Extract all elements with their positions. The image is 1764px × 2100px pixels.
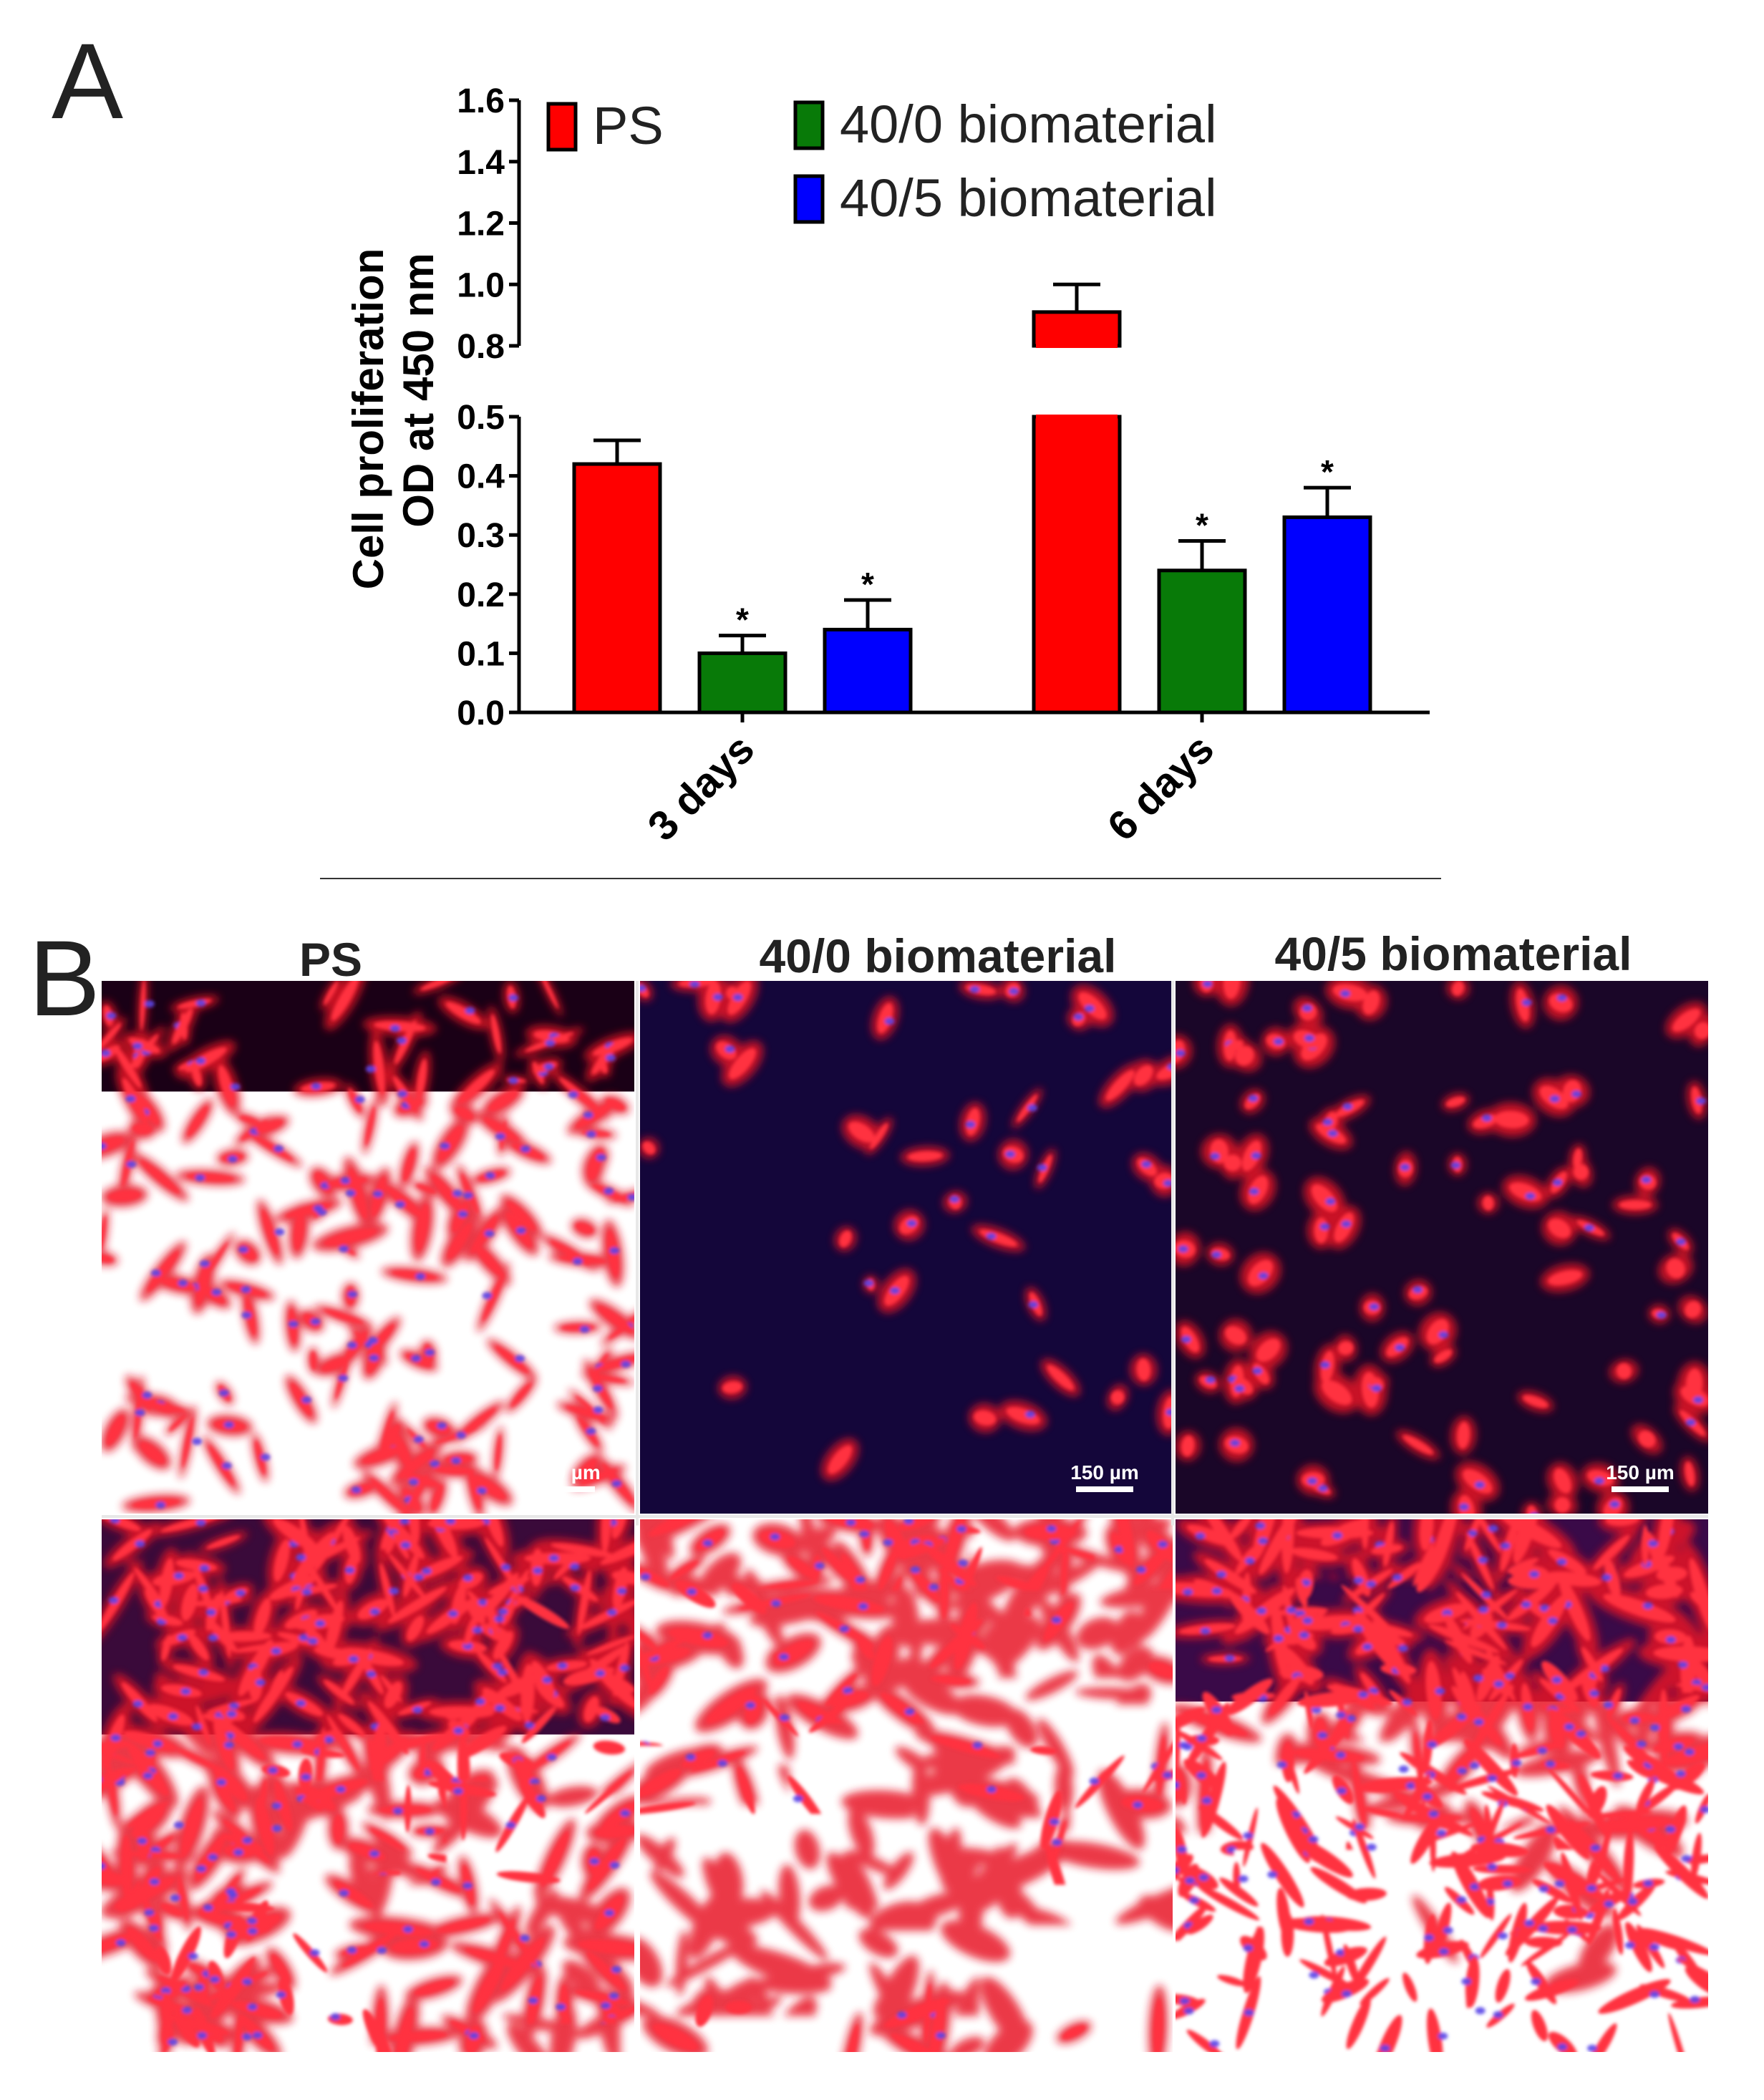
row-header-6-days: 6 days xyxy=(38,1641,102,1810)
row-header-3-days: 3 days xyxy=(38,1197,102,1366)
significance-star: * xyxy=(1196,506,1208,543)
y-tick-label: 1.4 xyxy=(457,144,505,182)
y-axis-label-line2: OD at 450 nm xyxy=(394,253,442,527)
scale-bar-label: 150 µm xyxy=(532,1461,601,1484)
y-tick-label: 0.0 xyxy=(457,695,505,732)
scale-bar-label: 150 µm xyxy=(532,2000,601,2022)
micrograph-1-1: 150 µm xyxy=(608,1481,1217,2092)
legend-label-1: 40/0 biomaterial xyxy=(840,95,1217,154)
bar-0-2 xyxy=(825,629,911,712)
y-tick-label: 0.1 xyxy=(457,635,505,673)
micrograph-0-0: 150 µm xyxy=(78,962,655,1526)
y-axis-label-line1: Cell proliferation xyxy=(344,248,392,590)
micrograph-1-0: 150 µm xyxy=(57,1477,682,2090)
legend-swatch-1 xyxy=(795,102,823,148)
bar-1-0-upper xyxy=(1034,312,1120,346)
scale-bar xyxy=(538,2025,595,2031)
scale-bar-label: 150 µm xyxy=(1606,1461,1675,1484)
micrograph-0-2: 150 µm xyxy=(1156,957,1722,1532)
y-tick-label: 1.2 xyxy=(457,205,505,243)
panel-a-label: A xyxy=(52,21,123,141)
significance-star: * xyxy=(1321,453,1334,490)
y-tick-label: 0.3 xyxy=(457,517,505,555)
micrograph-0-1: 150 µm xyxy=(628,967,1200,1514)
bar-0-0 xyxy=(574,464,660,712)
y-tick-label: 0.8 xyxy=(457,328,505,366)
legend: PS 40/0 biomaterial 40/5 biomaterial xyxy=(548,95,1217,228)
significance-star: * xyxy=(861,566,874,603)
legend-swatch-2 xyxy=(795,176,823,222)
scale-bar xyxy=(1076,1486,1133,1492)
scale-bar xyxy=(1612,1486,1669,1492)
scale-bar xyxy=(1076,2025,1133,2031)
legend-swatch-0 xyxy=(548,104,576,150)
y-tick-label: 1.6 xyxy=(457,82,505,120)
micrograph-1-2: 150 µm xyxy=(1128,1469,1755,2100)
bar-1-2 xyxy=(1284,517,1370,712)
scale-bar-label: 150 µm xyxy=(1606,2000,1675,2022)
y-tick-label: 0.5 xyxy=(457,399,505,437)
y-tick-label: 0.2 xyxy=(457,576,505,614)
scale-bar xyxy=(538,1486,595,1492)
x-category-label: 6 days xyxy=(1099,725,1223,850)
micrograph-grid: 150 µm 150 µm 150 µm 150 µm 150 µm 150 µm xyxy=(57,957,1755,2100)
bar-1-1 xyxy=(1159,571,1245,712)
legend-label-0: PS xyxy=(593,96,664,155)
scale-bar-label: 150 µm xyxy=(1070,1461,1139,1484)
bar-1-0-lower xyxy=(1034,417,1120,712)
significance-star: * xyxy=(736,601,749,639)
bar-chart: Cell proliferation OD at 450 nm 0.0 0.1 0.… xyxy=(344,82,1430,850)
legend-label-2: 40/5 biomaterial xyxy=(840,168,1217,228)
bar-0-1 xyxy=(699,653,785,712)
scale-bar-label: 150 µm xyxy=(1070,2000,1139,2022)
scale-bar xyxy=(1612,2025,1669,2031)
y-tick-label: 1.0 xyxy=(457,266,505,304)
column-header-40-5: 40/5 biomaterial xyxy=(1275,927,1632,980)
y-tick-label: 0.4 xyxy=(457,458,505,496)
x-category-label: 3 days xyxy=(639,725,764,850)
column-header-40-0: 40/0 biomaterial xyxy=(760,929,1117,982)
column-header-ps: PS xyxy=(299,933,362,986)
panel-b-label: B xyxy=(29,918,100,1038)
